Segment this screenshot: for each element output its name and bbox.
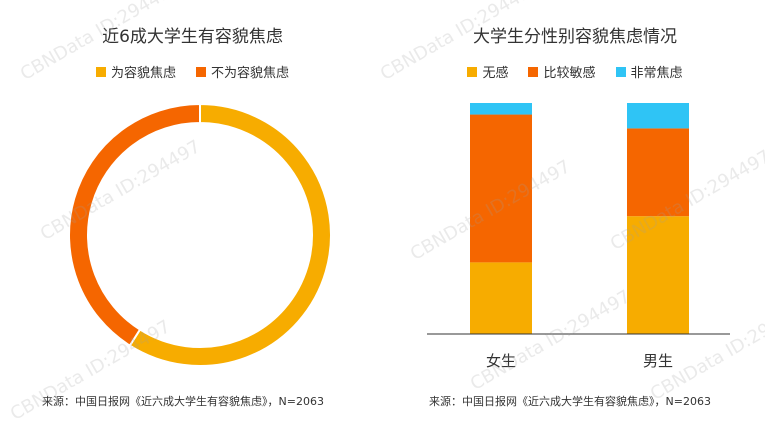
legend-swatch-none [467,66,478,77]
x-tick-label: 女生 [486,352,516,370]
bar-segment-very-anxious [470,103,532,115]
bar-source-note: 来源：中国日报网《近六成大学生有容貌焦虑》，N=2063 [429,395,711,408]
bar-segment-sensitive [627,128,689,217]
bar-segment-very-anxious [627,103,689,129]
donut-chart [68,102,332,367]
donut-slice-anxious [128,102,332,367]
donut-legend: 为容貌焦虑 不为容貌焦虑 [0,62,385,81]
legend-swatch-very-anxious [615,66,626,77]
legend-item-anxious: 为容貌焦虑 [95,62,176,81]
bar-segment-sensitive [470,114,532,263]
legend-label-anxious: 为容貌焦虑 [110,66,176,81]
donut-slice-not-anxious [68,102,201,347]
donut-chart-panel: 近6成大学生有容貌焦虑 为容貌焦虑 不为容貌焦虑 来源：中国日报网《近六成大学生… [0,27,385,408]
bar-segment-none [627,216,689,334]
stacked-bar-panel: 大学生分性别容貌焦虑情况 无感 比较敏感 非常焦虑 女生 男生 来源：中国日报网《… [385,0,765,432]
bar-segment-none [470,262,532,334]
donut-chart-title: 近6成大学生有容貌焦虑 [102,27,283,47]
legend-label-not-anxious: 不为容貌焦虑 [211,66,290,81]
legend-swatch-anxious [95,66,106,77]
legend-label-very-anxious: 非常焦虑 [630,66,683,81]
legend-item-very-anxious: 非常焦虑 [615,62,683,81]
legend-item-not-anxious: 不为容貌焦虑 [196,62,289,81]
legend-item-sensitive: 比较敏感 [528,62,596,81]
bar-chart-title: 大学生分性别容貌焦虑情况 [473,27,677,47]
legend-label-sensitive: 比较敏感 [543,66,596,81]
x-tick-label: 男生 [643,352,673,370]
legend-item-none: 无感 [467,62,508,81]
legend-label-none: 无感 [482,66,509,81]
stacked-bar-chart: 女生 男生 [427,103,730,370]
legend-swatch-sensitive [528,66,539,77]
legend-swatch-not-anxious [196,66,206,77]
bar-legend: 无感 比较敏感 非常焦虑 [385,62,765,81]
donut-source-note: 来源：中国日报网《近六成大学生有容貌焦虑》，N=2063 [42,395,324,408]
